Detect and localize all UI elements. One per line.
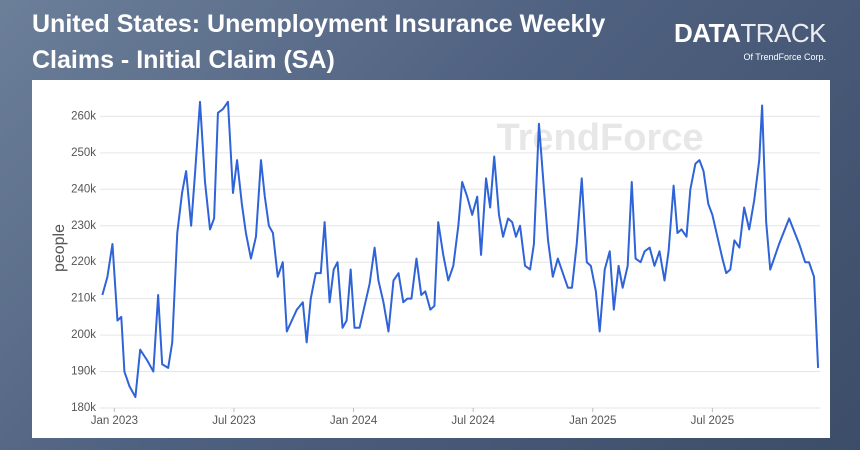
logo-bold: DATA — [674, 18, 741, 48]
y-tick-label: 190k — [71, 366, 96, 378]
y-tick-label: 200k — [71, 329, 96, 341]
y-tick-label: 230k — [71, 220, 96, 232]
logo-light: TRACK — [740, 18, 826, 48]
x-tick-label: Jul 2023 — [212, 415, 255, 427]
y-tick-label: 250k — [71, 147, 96, 159]
logo: DATATRACK — [674, 18, 826, 49]
chart-title: United States: Unemployment Insurance We… — [32, 10, 606, 74]
chart-panel — [32, 80, 830, 438]
watermark: TrendForce — [497, 117, 704, 159]
y-tick-label: 260k — [71, 110, 96, 122]
y-tick-label: 240k — [71, 183, 96, 195]
x-tick-label: Jan 2023 — [91, 415, 138, 427]
y-tick-label: 220k — [71, 256, 96, 268]
series-line — [101, 100, 820, 399]
x-tick-label: Jan 2025 — [569, 415, 616, 427]
y-tick-label: 180k — [71, 402, 96, 414]
x-tick-label: Jul 2024 — [451, 415, 495, 427]
x-tick-label: Jul 2025 — [691, 415, 734, 427]
y-axis-label: people — [51, 224, 68, 272]
logo-tagline: Of TrendForce Corp. — [743, 52, 826, 62]
y-tick-label: 210k — [71, 293, 96, 305]
x-tick-label: Jan 2024 — [330, 415, 378, 427]
